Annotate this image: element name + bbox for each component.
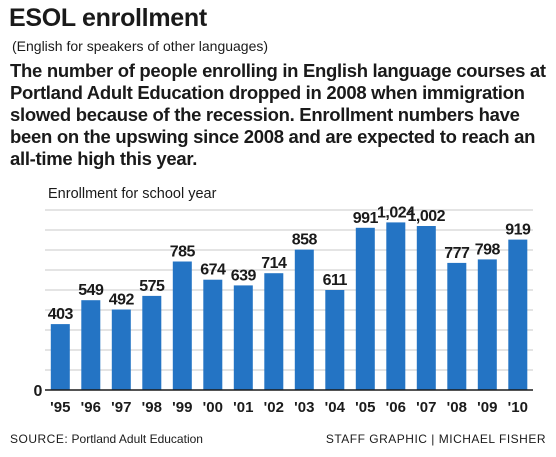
value-label: 798 bbox=[475, 241, 501, 258]
credit-line: STAFF GRAPHIC | MICHAEL FISHER bbox=[325, 432, 546, 446]
bar bbox=[172, 261, 192, 390]
bar bbox=[294, 249, 314, 390]
x-tick-label: '08 bbox=[447, 399, 467, 416]
chart-description: The number of people enrolling in Englis… bbox=[10, 60, 546, 169]
value-label: 714 bbox=[261, 255, 287, 272]
x-tick-label: '95 bbox=[50, 399, 70, 416]
bar bbox=[386, 222, 406, 390]
chart-title: ESOL enrollment bbox=[9, 4, 207, 32]
x-tick-label: '00 bbox=[203, 399, 223, 416]
value-label: 639 bbox=[231, 267, 257, 284]
x-tick-label: '09 bbox=[477, 399, 497, 416]
value-label: 919 bbox=[505, 222, 531, 239]
value-label: 611 bbox=[323, 272, 348, 289]
value-label: 674 bbox=[200, 262, 226, 279]
bar bbox=[50, 324, 70, 390]
y-tick-labels: 0 bbox=[34, 383, 43, 400]
source-label: SOURCE: bbox=[10, 432, 69, 446]
value-label: 403 bbox=[48, 306, 74, 323]
value-label: 777 bbox=[444, 245, 470, 262]
bar bbox=[264, 273, 284, 390]
bar bbox=[416, 226, 436, 390]
bar-series bbox=[50, 222, 528, 390]
x-tick-label: '96 bbox=[81, 399, 101, 416]
bar bbox=[447, 262, 467, 390]
bar bbox=[233, 285, 253, 390]
value-label: 785 bbox=[170, 244, 196, 261]
source-note: SOURCE: Portland Adult Education bbox=[10, 432, 203, 446]
bar bbox=[142, 295, 162, 390]
x-tick-label: '03 bbox=[294, 399, 314, 416]
bar bbox=[111, 309, 131, 390]
bar bbox=[203, 279, 223, 390]
bar bbox=[508, 239, 528, 390]
x-tick-label: '01 bbox=[233, 399, 253, 416]
x-tick-label: '02 bbox=[264, 399, 284, 416]
x-tick-label: '99 bbox=[172, 399, 192, 416]
bar bbox=[325, 290, 345, 390]
value-label: 575 bbox=[139, 278, 165, 295]
value-label: 492 bbox=[109, 292, 135, 309]
source-text: Portland Adult Education bbox=[71, 432, 203, 446]
chart-subtitle: (English for speakers of other languages… bbox=[12, 38, 269, 54]
x-tick-label: '97 bbox=[111, 399, 131, 416]
x-tick-label: '05 bbox=[355, 399, 375, 416]
y-axis-label: Enrollment for school year bbox=[48, 186, 217, 202]
bar bbox=[81, 300, 101, 390]
x-tick-label: '07 bbox=[416, 399, 436, 416]
x-tick-labels: '95 '96 '97 '98 '99 '00 '01 '02 '03 '04 '05 '06 '07 '… bbox=[50, 399, 528, 416]
value-label: 549 bbox=[78, 282, 104, 299]
value-label: 1,024 bbox=[377, 204, 415, 221]
x-tick-label: '10 bbox=[508, 399, 528, 416]
bar bbox=[355, 227, 375, 390]
x-tick-label: '04 bbox=[325, 399, 346, 416]
y-tick-label: 0 bbox=[34, 383, 43, 400]
value-label: 1,002 bbox=[408, 208, 446, 225]
x-tick-label: '98 bbox=[142, 399, 162, 416]
value-label: 991 bbox=[353, 210, 379, 227]
value-label: 858 bbox=[292, 232, 318, 249]
x-tick-label: '06 bbox=[386, 399, 406, 416]
bar bbox=[477, 259, 497, 390]
